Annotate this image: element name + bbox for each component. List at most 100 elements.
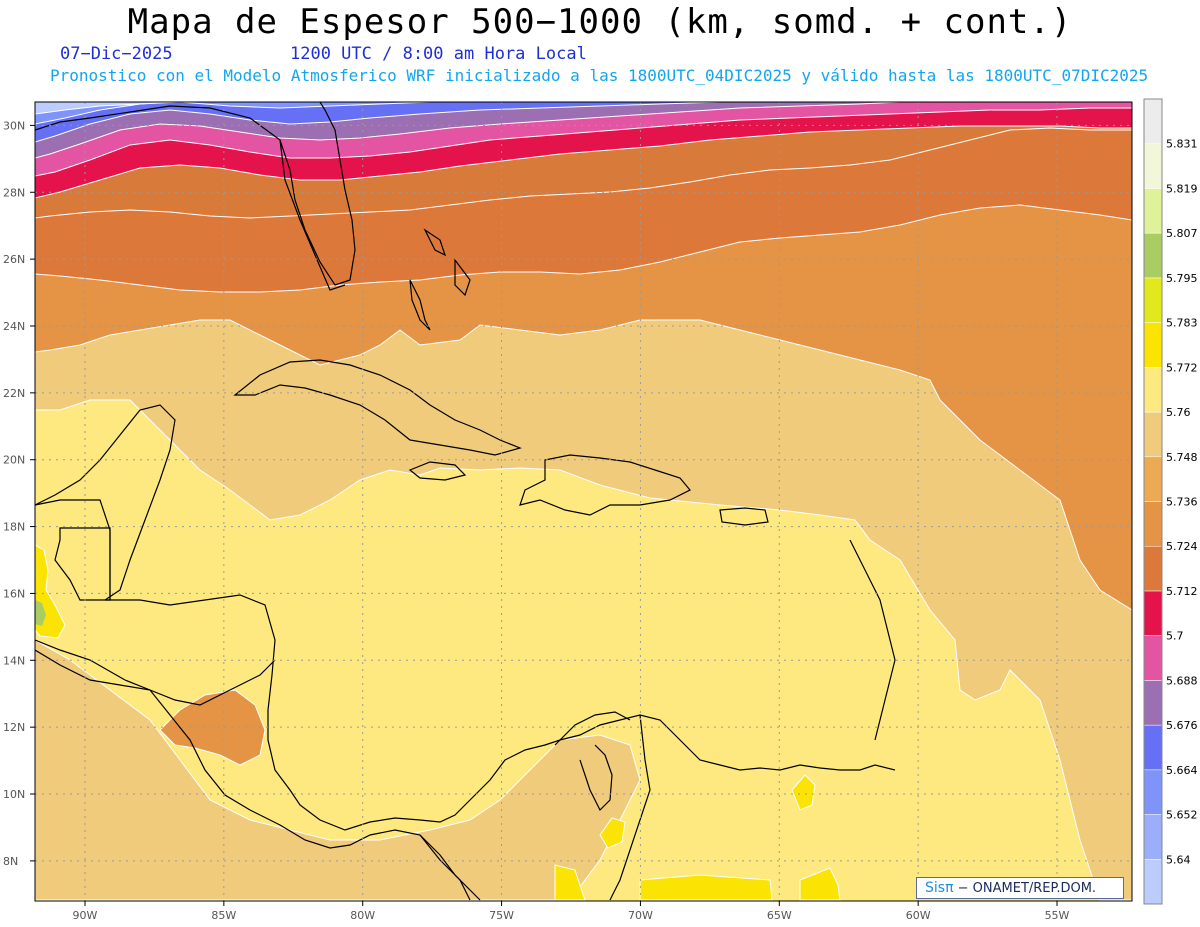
lon-tick-label: 55W — [1045, 909, 1070, 922]
colorbar-label: 5.795 — [1166, 272, 1198, 285]
colorbar-label: 5.64 — [1166, 853, 1191, 866]
colorbar-swatch — [1143, 232, 1163, 279]
coast-panama-colombia — [419, 834, 471, 901]
lon-tick-label: 80W — [350, 909, 375, 922]
colorbar-label: 5.748 — [1166, 451, 1198, 464]
coast-bahamas-2 — [423, 228, 447, 257]
longitude-axis: 90W 85W 80W 75W 70W 65W 60W 55W — [73, 901, 1070, 922]
lat-tick-label: 12N — [3, 721, 25, 734]
colorbar-label: 5.736 — [1166, 496, 1198, 509]
colorbar-label: 5.819 — [1166, 182, 1198, 195]
colorbar-swatch — [1143, 143, 1163, 189]
forecast-date: 07−Dic−2025 — [60, 44, 173, 64]
lon-tick-label: 85W — [211, 909, 236, 922]
lat-tick-label: 30N — [3, 119, 25, 132]
colorbar-swatch — [1143, 724, 1163, 771]
lon-tick-label: 70W — [628, 909, 653, 922]
colorbar-swatch — [1143, 501, 1163, 547]
colorbar-label: 5.7 — [1166, 630, 1184, 643]
colorbar-swatch — [1143, 680, 1163, 726]
colorbar-swatch — [1143, 367, 1163, 413]
colorbar-swatch — [1143, 277, 1163, 323]
lat-tick-label: 8N — [3, 855, 18, 868]
thickness-bands — [35, 102, 1132, 901]
band-5.772-spot-sw — [554, 864, 586, 901]
band-5.772-spot-east — [799, 867, 841, 901]
colorbar-label: 5.676 — [1166, 719, 1198, 732]
lat-tick-label: 10N — [3, 788, 25, 801]
lon-tick-label: 90W — [73, 909, 98, 922]
band-5.772-spot-trinidad — [791, 774, 816, 811]
coast-bahamas-3 — [454, 258, 471, 297]
coast-lesser-antilles — [849, 539, 896, 741]
colorbar-label: 5.831 — [1166, 138, 1198, 151]
band-5.664 — [35, 102, 721, 143]
forecast-time: 1200 UTC / 8:00 am Hora Local — [290, 44, 587, 64]
coast-us-gulf — [35, 102, 356, 286]
colorbar-label: 5.712 — [1166, 585, 1198, 598]
coast-maracaibo — [579, 744, 613, 812]
colorbar-swatch — [1143, 635, 1163, 681]
lat-tick-label: 26N — [3, 253, 25, 266]
band-5.640 — [35, 102, 171, 115]
colorbar-swatch — [1143, 769, 1163, 815]
colorbar-swatch — [1143, 814, 1163, 860]
latitude-axis: 8N 10N 12N 14N 16N 18N 20N 22N 24N 26N 28N 30N — [3, 119, 35, 868]
coast-central-america-caribbean — [105, 594, 896, 831]
lat-tick-label: 18N — [3, 521, 25, 534]
colorbar-label: 5.76 — [1166, 406, 1191, 419]
colorbar-label: 5.783 — [1166, 317, 1198, 330]
coastlines — [35, 102, 896, 901]
band-5.795-spot-honduras — [35, 600, 46, 626]
coast-puerto-rico — [719, 507, 769, 526]
lat-tick-label: 24N — [3, 320, 25, 333]
colorbar-swatch — [1143, 456, 1163, 502]
colorbar-label: 5.688 — [1166, 674, 1198, 687]
colorbar: 5.64 5.652 5.664 5.676 5.688 5.7 5.712 5.724 5.7… — [1143, 98, 1198, 905]
graticule — [35, 102, 1132, 901]
colorbar-swatch — [1143, 98, 1163, 144]
coast-colombia-venezuela — [609, 714, 651, 901]
credit-box: Sisπ − ONAMET/REP.DOM. — [916, 877, 1124, 899]
coast-honduras-border — [35, 639, 151, 691]
model-info: Pronostico con el Modelo Atmosferico WRF… — [50, 66, 1149, 85]
lat-tick-label: 28N — [3, 186, 25, 199]
lon-tick-label: 65W — [767, 909, 792, 922]
band-5.772-spot-south — [639, 874, 773, 901]
coast-jamaica — [408, 461, 467, 481]
colorbar-swatch — [1143, 859, 1163, 905]
colorbar-frame — [1143, 98, 1163, 905]
colorbar-swatch — [1143, 322, 1163, 368]
map-frame — [34, 101, 1133, 902]
coast-central-america-pacific — [35, 649, 481, 901]
coast-belize-box — [54, 527, 111, 601]
lon-tick-label: 75W — [489, 909, 514, 922]
lat-tick-label: 14N — [3, 654, 25, 667]
lat-tick-label: 20N — [3, 454, 25, 467]
colorbar-label: 5.724 — [1166, 540, 1198, 553]
coast-bahamas-andros — [409, 279, 431, 331]
colorbar-label: 5.772 — [1166, 361, 1198, 374]
coast-nicaragua-border — [149, 659, 276, 706]
coast-guajira — [554, 711, 631, 746]
colorbar-swatch — [1143, 411, 1163, 458]
credit-text: − ONAMET/REP.DOM. — [957, 881, 1097, 896]
coast-florida-west — [279, 139, 346, 291]
coast-hispaniola — [519, 454, 691, 516]
lat-tick-label: 16N — [3, 587, 25, 600]
colorbar-label: 5.652 — [1166, 809, 1198, 822]
coast-mexico — [35, 404, 176, 601]
band-5.736-nicaragua — [159, 689, 266, 766]
band-5.772-spot-colombia — [599, 817, 626, 849]
lat-tick-label: 22N — [3, 387, 25, 400]
colorbar-swatch — [1143, 188, 1163, 234]
brand-logo: Sisπ — [925, 880, 954, 896]
colorbar-label: 5.807 — [1166, 227, 1198, 240]
map-title: Mapa de Espesor 500−1000 (km, somd. + co… — [127, 2, 1073, 42]
colorbar-swatch — [1143, 590, 1163, 636]
coast-cuba — [233, 359, 522, 456]
colorbar-label: 5.664 — [1166, 764, 1198, 777]
lon-tick-label: 60W — [906, 909, 931, 922]
colorbar-swatch — [1143, 545, 1163, 592]
